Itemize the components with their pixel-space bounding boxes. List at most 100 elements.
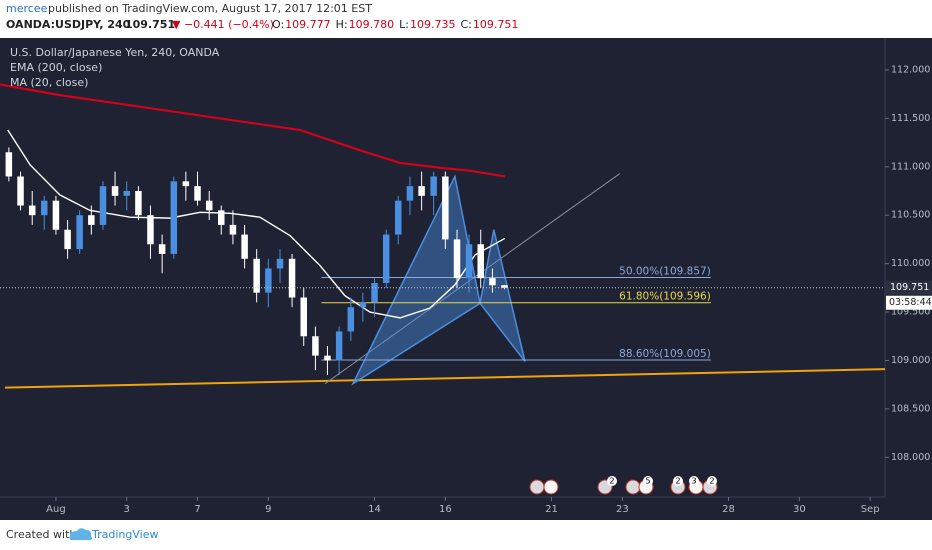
candle-body	[382, 234, 390, 283]
ohlc-key: L:	[399, 18, 409, 31]
y-tick-label: 109.500	[891, 307, 930, 318]
candle-body	[41, 200, 48, 216]
y-tick-label: 110.000	[891, 258, 930, 269]
badge-text: 2	[709, 477, 714, 486]
price-tag	[886, 280, 932, 295]
x-tick-label: 9	[265, 504, 271, 515]
candle-body	[335, 331, 343, 361]
countdown-tag	[886, 295, 932, 310]
candle-body	[229, 224, 237, 235]
price-tag-label: 109.751	[890, 282, 929, 293]
trendline	[324, 173, 621, 385]
plot: 50.00%(109.857) 61.80%(109.596) 88.60%(109…	[0, 83, 886, 389]
footer-brand[interactable]: TradingView	[91, 528, 158, 541]
y-tick-label: 111.500	[891, 113, 930, 124]
candle-body	[395, 200, 402, 235]
candle-body	[205, 200, 213, 211]
chart-bg	[0, 38, 932, 520]
candle-body	[501, 285, 508, 288]
header-bg	[0, 0, 932, 38]
candle-body	[312, 336, 319, 356]
logo[interactable]	[69, 528, 93, 540]
x-tick-label: 3	[124, 504, 130, 515]
ohlc: O: 109.777 H: 109.780 L: 109.735 C: 109.751	[272, 18, 518, 31]
event-icon[interactable]	[625, 479, 641, 495]
badge-text: 3	[691, 477, 696, 486]
candle-body	[276, 258, 284, 269]
ohlc-key: H:	[336, 18, 348, 31]
user[interactable]: mercee	[6, 2, 48, 15]
candle-body	[453, 239, 461, 279]
badge	[707, 476, 717, 486]
badge	[673, 476, 683, 486]
candle-body	[64, 229, 71, 250]
badge-text: 5	[645, 477, 650, 486]
candle-body	[418, 186, 425, 196]
y-tick-label: 111.000	[891, 161, 930, 172]
candle-body	[135, 191, 142, 216]
y-tick-label: 112.000	[891, 64, 930, 75]
x-tick-label: 21	[545, 504, 558, 515]
candle-body	[52, 200, 60, 230]
candle-body	[300, 297, 307, 337]
badge-text: 2	[609, 477, 614, 486]
candle-body	[371, 282, 378, 303]
chart-title: U.S. Dollar/Japanese Yen, 240, OANDA	[10, 46, 220, 59]
badge	[607, 476, 617, 486]
badge	[643, 476, 653, 486]
candle-body	[241, 234, 248, 259]
ohlc-value: 109.735	[410, 18, 456, 31]
indicator-line	[0, 83, 505, 178]
x-tick-label: Sep	[861, 504, 880, 515]
price: 109.751	[125, 18, 175, 31]
badge-text: 2	[675, 477, 680, 486]
ohlc-value: 109.751	[473, 18, 519, 31]
badge	[689, 476, 699, 486]
x-tick-label: 7	[194, 504, 200, 515]
ohlc-value: 109.777	[285, 18, 331, 31]
event-icon[interactable]	[543, 479, 559, 495]
ohlc-key: O:	[272, 18, 284, 31]
x-tick-label: 30	[793, 504, 806, 515]
candle-body	[99, 186, 107, 225]
change: ▼ −0.441 (−0.4%)	[172, 18, 274, 31]
indicator-line	[7, 129, 506, 319]
legend-entry: MA (20, close)	[10, 76, 88, 89]
candle-body	[194, 186, 201, 201]
y-tick-label: 110.500	[891, 210, 930, 221]
footer-bg	[0, 520, 932, 550]
candle-body	[170, 181, 178, 254]
x-tick-label: 28	[722, 504, 735, 515]
pattern-triangle	[479, 229, 526, 362]
candle-body	[111, 186, 119, 196]
candle-body	[430, 176, 437, 196]
candle-body	[28, 205, 36, 216]
candle-body	[442, 176, 449, 240]
ohlc-key: C:	[461, 18, 472, 31]
x-tick-label: 16	[439, 504, 452, 515]
events: 2 5 2 3 2	[529, 476, 718, 495]
candle-body	[253, 258, 260, 293]
candle-body	[288, 258, 296, 298]
candle-body	[406, 186, 414, 201]
candle-body	[182, 181, 190, 187]
candle-body	[17, 176, 24, 206]
countdown: 03:58:44	[889, 297, 932, 308]
y-tick-label: 109.000	[891, 355, 930, 366]
x-tick-label: 23	[616, 504, 629, 515]
published: published on TradingView.com, August 17,…	[48, 2, 372, 15]
candle-body	[5, 152, 13, 177]
symbol: OANDA:USDJPY, 240	[6, 18, 131, 31]
candle-body	[465, 244, 473, 279]
event-icon[interactable]	[529, 479, 545, 495]
fib-label: 61.80%(109.596)	[619, 291, 711, 303]
candle-body	[158, 244, 166, 254]
fib-label: 50.00%(109.857)	[619, 265, 711, 277]
trendline	[4, 368, 886, 389]
candle-body	[218, 210, 225, 225]
y-tick-label: 108.500	[891, 403, 930, 414]
candle-body	[489, 278, 496, 286]
candle-body	[265, 268, 272, 293]
